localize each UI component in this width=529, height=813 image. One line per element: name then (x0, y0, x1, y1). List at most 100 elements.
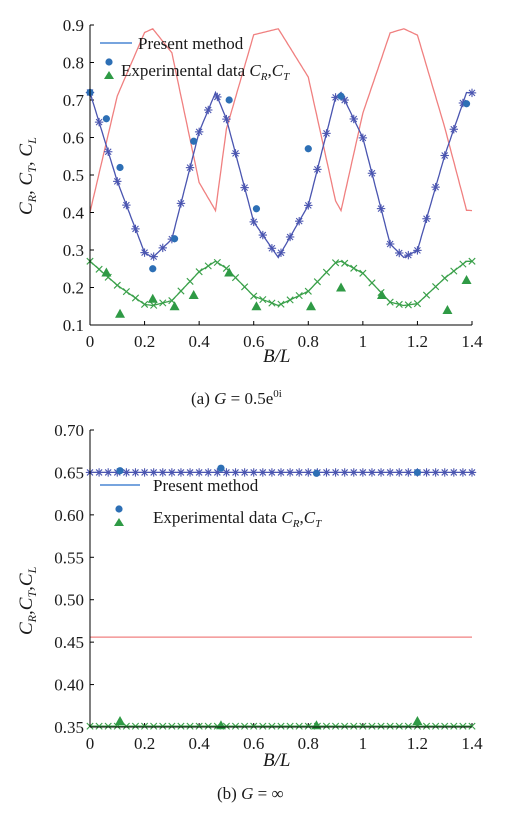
experimental-ct-point (376, 290, 387, 299)
star-marker (358, 468, 368, 477)
x-tick-label: 0.2 (134, 734, 155, 753)
star-marker (285, 232, 295, 242)
experimental-cr-point (149, 265, 157, 273)
star-marker (376, 468, 386, 477)
y-tick-label: 0.50 (54, 591, 84, 610)
star-marker (422, 468, 431, 477)
x-tick-label: 1.2 (407, 332, 428, 351)
cross-marker (395, 722, 403, 730)
cross-marker (140, 300, 149, 308)
cross-marker (241, 722, 249, 730)
star-marker (385, 239, 395, 249)
x-tick-label: 0.8 (298, 332, 319, 351)
cross-marker (386, 298, 394, 306)
star-marker (467, 88, 477, 98)
star-marker (249, 468, 258, 477)
experimental-cr-point (413, 468, 422, 477)
star-marker (122, 200, 131, 210)
x-tick-label: 0.2 (134, 332, 155, 351)
star-marker (304, 201, 313, 210)
cross-marker (313, 278, 321, 286)
cross-marker (122, 288, 130, 296)
star-marker (294, 468, 304, 477)
star-marker (449, 125, 459, 134)
cross-marker (432, 722, 440, 730)
chart-marks (85, 28, 477, 318)
star-marker (176, 199, 186, 208)
cross-marker (322, 268, 331, 276)
x-tick-label: 0.6 (243, 332, 264, 351)
series-line-ct (89, 260, 472, 307)
y-tick-label: 0.1 (63, 316, 84, 335)
y-tick-label: 0.4 (63, 204, 85, 223)
star-marker (131, 224, 140, 234)
star-marker (267, 468, 277, 477)
y-tick-label: 0.6 (63, 129, 84, 148)
star-marker (185, 163, 195, 172)
y-tick-labels: 0.35 0.40 0.45 0.50 0.55 0.60 0.65 0.70 (54, 421, 94, 737)
experimental-ct-point (461, 275, 472, 284)
legend-circle-marker (115, 505, 123, 513)
star-marker (322, 468, 331, 477)
star-marker (340, 468, 349, 477)
cross-marker (331, 259, 340, 267)
star-marker (204, 468, 213, 477)
experimental-cr-point (304, 145, 312, 153)
star-marker (258, 468, 268, 477)
legend: Present method Experimental data CR,CT (100, 34, 290, 83)
star-marker (158, 243, 167, 253)
star-marker (458, 468, 468, 477)
cross-marker (168, 722, 176, 730)
experimental-cr-point (170, 235, 179, 243)
cross-marker (295, 291, 303, 300)
legend-triangle-marker (104, 71, 114, 79)
cross-marker (268, 722, 276, 730)
cross-marker (286, 296, 294, 304)
x-tick-label: 1 (359, 332, 368, 351)
legend: Present method Experimental data CR,CT (100, 476, 322, 530)
legend-entry-present: Present method (153, 476, 259, 495)
cross-marker (422, 722, 431, 730)
cross-marker (241, 283, 249, 291)
star-marker (131, 468, 140, 477)
cross-marker (304, 722, 312, 730)
star-marker (276, 468, 286, 477)
y-tick-label: 0.45 (54, 633, 84, 652)
star-marker (431, 182, 440, 192)
cross-marker (468, 257, 476, 265)
cross-marker (377, 722, 385, 730)
star-marker (222, 114, 231, 124)
star-marker (158, 468, 167, 477)
experimental-ct-point (101, 267, 112, 277)
experimental-cr-point (462, 100, 471, 108)
caption-b: (b) G = ∞ (217, 784, 284, 803)
experimental-ct-point (115, 308, 126, 318)
cross-marker (341, 722, 349, 730)
cross-marker (368, 722, 376, 730)
experimental-ct-point (169, 301, 180, 311)
cross-marker (359, 722, 367, 730)
cross-marker (441, 722, 449, 730)
x-tick-labels: 0 0.2 0.4 0.6 0.8 1 1.2 1.4 (86, 321, 483, 351)
cross-marker (304, 287, 312, 295)
cross-marker (231, 722, 240, 730)
star-marker (313, 165, 322, 174)
star-marker (258, 230, 268, 240)
legend-entry-experimental: Experimental data CR,CT (121, 61, 290, 83)
cross-marker (350, 722, 358, 730)
star-marker (367, 468, 377, 477)
experimental-ct-point (147, 293, 158, 303)
legend-triangle-marker (114, 518, 124, 526)
star-marker (349, 468, 358, 477)
series-line-cr (89, 90, 473, 259)
star-marker (440, 468, 449, 477)
cross-marker (286, 722, 294, 730)
star-marker (349, 114, 358, 124)
star-marker (431, 468, 440, 477)
cross-marker (250, 722, 258, 730)
y-tick-label: 0.55 (54, 548, 84, 567)
cross-marker (413, 300, 422, 308)
cross-marker (186, 277, 194, 285)
cross-marker (359, 269, 367, 277)
